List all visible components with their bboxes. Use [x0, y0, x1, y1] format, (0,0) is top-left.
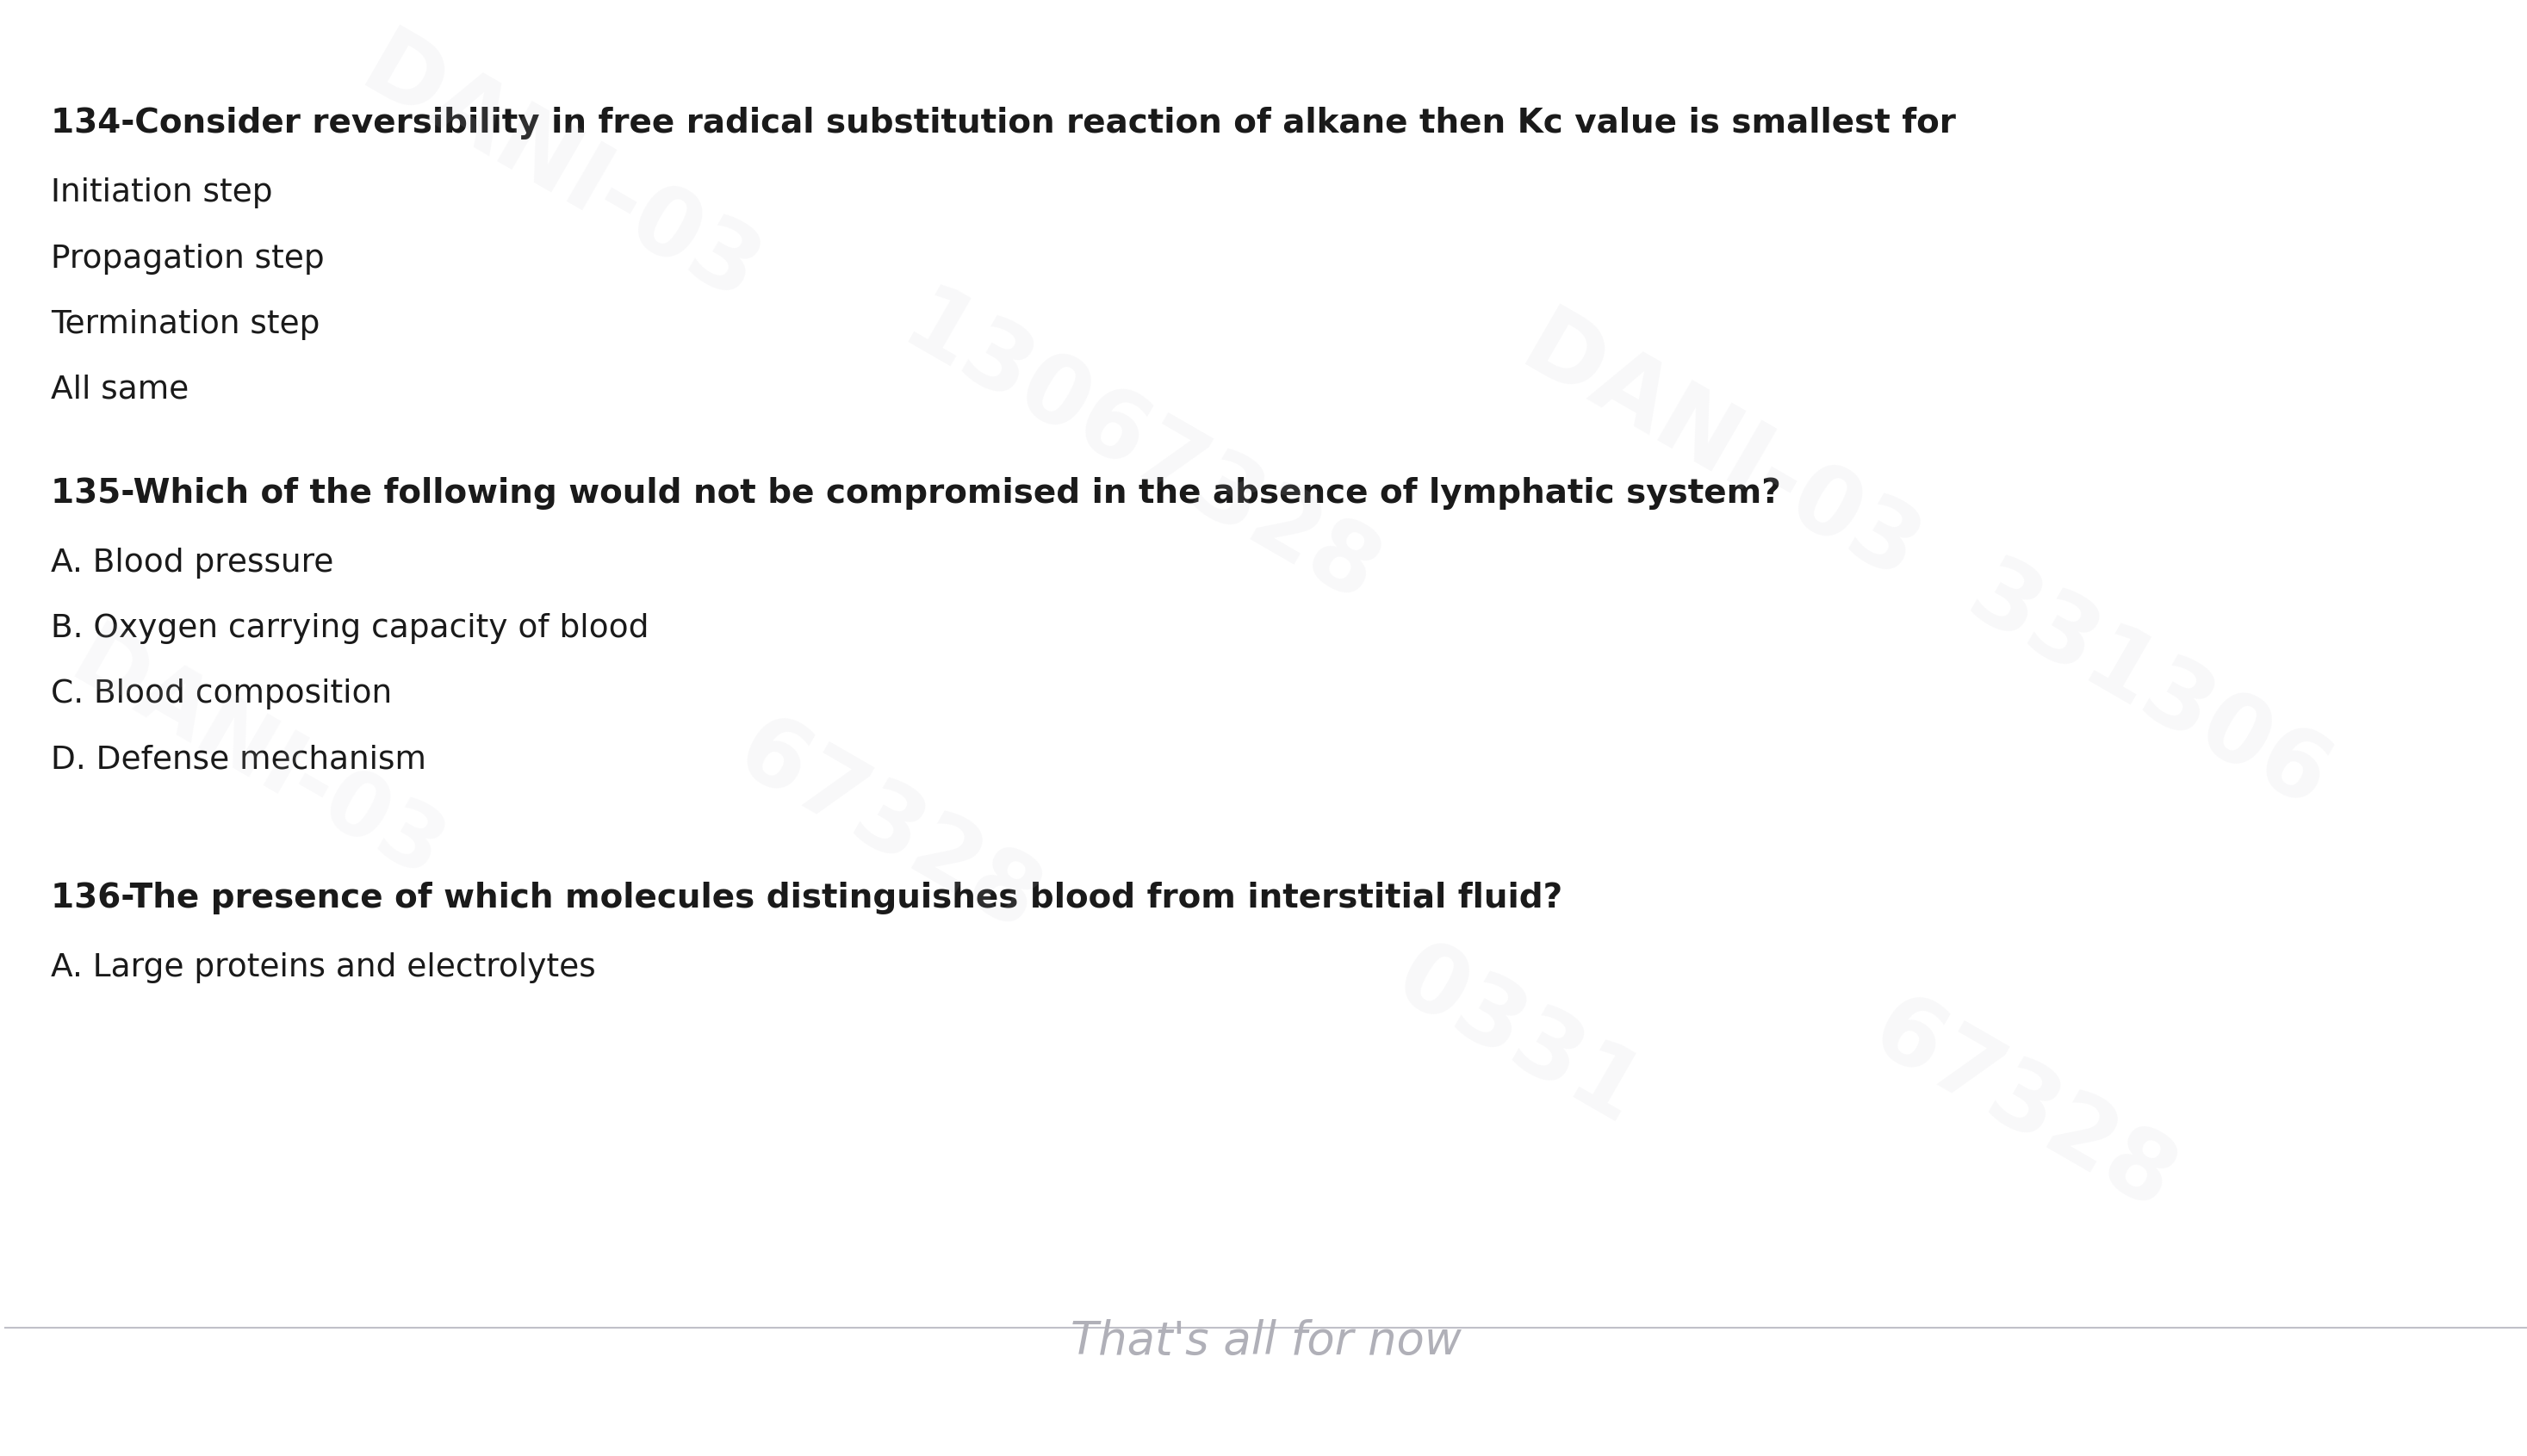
Text: A. Large proteins and electrolytes: A. Large proteins and electrolytes — [51, 952, 596, 983]
Text: 0331: 0331 — [1380, 930, 1658, 1144]
Text: Initiation step: Initiation step — [51, 178, 273, 208]
Text: B. Oxygen carrying capacity of blood: B. Oxygen carrying capacity of blood — [51, 613, 649, 644]
Text: 331306: 331306 — [1953, 549, 2345, 828]
Text: Termination step: Termination step — [51, 309, 318, 339]
Text: A. Blood pressure: A. Blood pressure — [51, 547, 334, 578]
Text: DANI-03: DANI-03 — [346, 22, 776, 323]
Text: 135-Which of the following would not be compromised in the absence of lymphatic : 135-Which of the following would not be … — [51, 478, 1782, 510]
Text: 67328: 67328 — [720, 705, 1054, 951]
Text: C. Blood composition: C. Blood composition — [51, 678, 392, 709]
Text: All same: All same — [51, 374, 190, 406]
Text: D. Defense mechanism: D. Defense mechanism — [51, 744, 427, 775]
Text: 13067328: 13067328 — [887, 278, 1392, 625]
Text: DANI-03: DANI-03 — [56, 617, 457, 900]
Text: DANI-03: DANI-03 — [1506, 301, 1936, 601]
Text: 134-Consider reversibility in free radical substitution reaction of alkane then : 134-Consider reversibility in free radic… — [51, 108, 1956, 140]
Text: Propagation step: Propagation step — [51, 243, 323, 274]
Text: 67328: 67328 — [1855, 984, 2191, 1230]
Text: 136-The presence of which molecules distinguishes blood from interstitial fluid?: 136-The presence of which molecules dist… — [51, 881, 1562, 914]
Text: That's all for now: That's all for now — [1071, 1319, 1461, 1364]
